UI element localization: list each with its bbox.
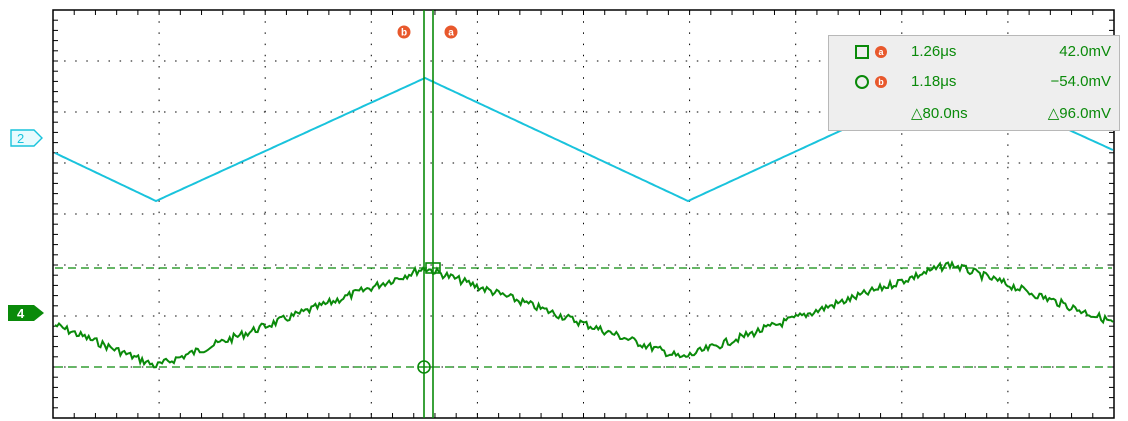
cursor-delta-time: △80.0ns: [911, 105, 968, 122]
cursor-a-voltage: 42.0mV: [1059, 43, 1111, 60]
channel-2-marker[interactable]: 2: [10, 129, 43, 147]
channel-4-marker-label: 4: [17, 306, 25, 321]
cursor-b-top-badge[interactable]: b: [397, 25, 411, 39]
cursor-a-badge-icon: a: [875, 46, 887, 58]
cursor-b-top-label: b: [401, 28, 407, 39]
cursor-delta-voltage: △96.0mV: [1047, 105, 1111, 122]
cursor-readout-panel: a 1.26μs 42.0mV b 1.18μs −54.0mV △80.0ns…: [828, 35, 1120, 131]
cursor-a-time: 1.26μs: [911, 43, 957, 60]
readout-row-b: b 1.18μs −54.0mV: [829, 72, 1119, 96]
cursor-a-top-label: a: [448, 28, 454, 39]
channel-2-marker-label: 2: [17, 131, 24, 146]
cursor-b-voltage: −54.0mV: [1050, 73, 1111, 90]
readout-row-a: a 1.26μs 42.0mV: [829, 42, 1119, 66]
cursor-a-top-badge[interactable]: a: [444, 25, 458, 39]
circle-cursor-icon: [855, 75, 869, 89]
cursor-b-badge-icon: b: [875, 76, 887, 88]
channel-4-trace: [54, 260, 1114, 369]
square-cursor-icon: [855, 45, 869, 59]
readout-row-delta: △80.0ns △96.0mV: [829, 103, 1119, 127]
cursor-b-time: 1.18μs: [911, 73, 957, 90]
channel-4-marker[interactable]: 4: [8, 305, 44, 321]
cursor-a-square-marker[interactable]: [425, 262, 441, 274]
